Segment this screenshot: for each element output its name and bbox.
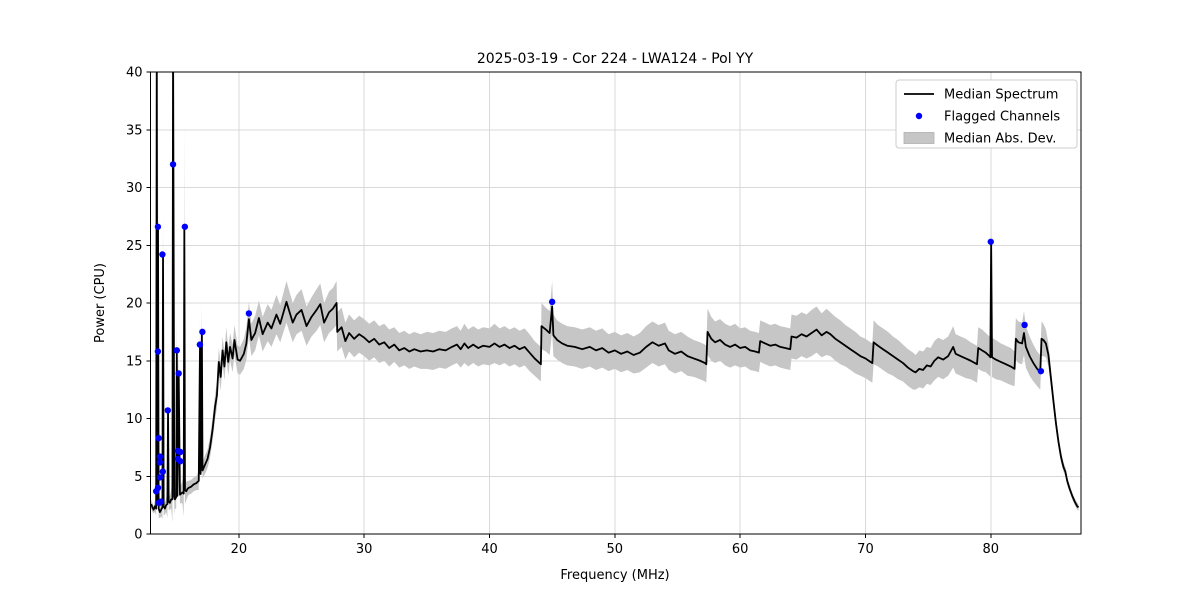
y-tick-label: 35: [126, 123, 143, 138]
y-tick-label: 5: [134, 470, 142, 485]
flagged-channel-dot: [156, 474, 164, 481]
legend-box: [895, 79, 1078, 149]
flagged-channel-dot: [159, 468, 166, 475]
y-tick-label: 15: [126, 354, 143, 369]
tick-layer: 20 30 40 50 60 70 80 0 5 10 15 20 25 30 35 40: [126, 66, 999, 558]
y-tick-label: 0: [134, 528, 142, 543]
plot-frame: [150, 71, 1082, 535]
flagged-channel-dot: [177, 458, 184, 465]
flagged-channel-dot: [177, 448, 184, 456]
flagged-channel-dot: [199, 328, 206, 336]
flagged-channel-dot: [157, 498, 165, 505]
x-tick-label: 70: [857, 542, 874, 557]
y-tick-label: 10: [126, 412, 143, 427]
legend-flagged-dot-sample: [915, 112, 923, 120]
x-axis-label: Frequency (MHz): [560, 568, 669, 583]
x-tick-label: 50: [607, 542, 624, 557]
legend: Median Spectrum Flagged Channels Median …: [895, 79, 1078, 149]
median-spectrum-line: [150, 72, 1080, 513]
flagged-channel-dot: [1021, 321, 1028, 329]
median-spectrum-layer: [150, 72, 1080, 513]
x-tick-label: 60: [732, 542, 749, 557]
mad-band-layer: [151, 72, 1079, 523]
mad-band: [151, 72, 1079, 523]
y-tick-label: 30: [126, 181, 143, 196]
flagged-channel-dot: [987, 238, 994, 245]
flagged-channel-dot: [1037, 367, 1045, 375]
flagged-channel-dot: [196, 341, 204, 348]
y-tick-label: 25: [126, 239, 143, 254]
x-tick-label: 40: [481, 542, 498, 557]
flagged-channel-dot: [159, 251, 166, 258]
flagged-channels-layer: [152, 161, 1045, 507]
legend-mad-patch-sample: [903, 132, 935, 144]
flagged-channel-dot: [169, 161, 177, 168]
grid-layer: [150, 71, 1081, 535]
x-tick-label: 20: [231, 542, 248, 557]
x-tick-label: 30: [356, 542, 373, 557]
flagged-channel-dot: [154, 348, 162, 355]
y-tick-label: 40: [126, 66, 143, 81]
flagged-channel-dot: [164, 407, 171, 414]
legend-label-flagged-channels: Flagged Channels: [944, 110, 1060, 125]
flagged-channel-dot: [245, 310, 253, 317]
x-tick-label: 80: [982, 542, 999, 557]
flagged-channel-dot: [156, 453, 164, 460]
y-tick-label: 20: [126, 297, 143, 312]
chart-title: 2025-03-19 - Cor 224 - LWA124 - Pol YY: [477, 51, 754, 67]
flagged-channel-dot: [181, 223, 189, 230]
y-axis-label: Power (CPU): [93, 263, 108, 343]
flagged-channel-dot: [548, 298, 556, 306]
flagged-channel-dot: [173, 347, 181, 354]
flagged-channel-dot: [175, 370, 182, 377]
flagged-channel-dot: [156, 459, 164, 466]
legend-label-median-spectrum: Median Spectrum: [944, 88, 1058, 103]
flagged-channel-dot: [154, 223, 162, 230]
legend-label-mad: Median Abs. Dev.: [944, 132, 1056, 147]
flagged-channel-dot: [155, 434, 162, 442]
flagged-channel-dot: [154, 484, 162, 491]
